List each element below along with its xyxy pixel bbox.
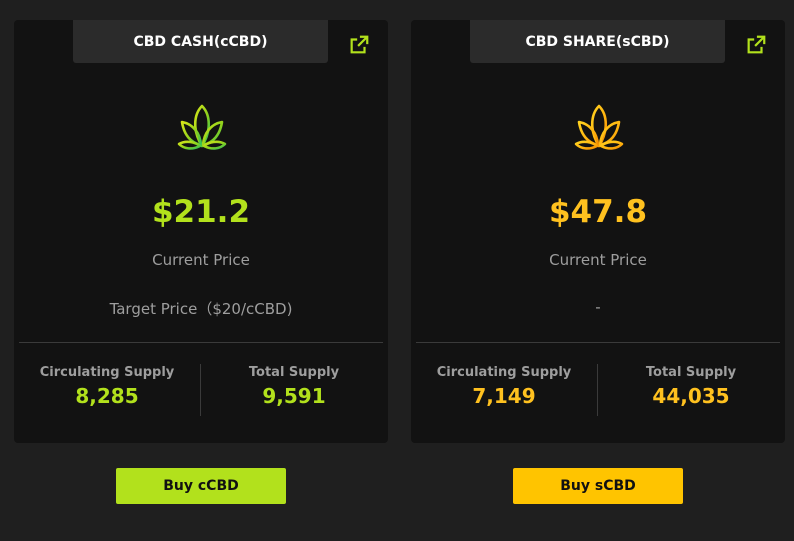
ccbd-circulating-label: Circulating Supply (39, 365, 175, 380)
scbd-circulating-value: 7,149 (472, 384, 536, 408)
scbd-total-value: 44,035 (652, 384, 730, 408)
cannabis-leaf-icon (574, 104, 624, 150)
scbd-total-label: Total Supply (645, 365, 737, 380)
scbd-stat-divider (597, 364, 598, 416)
ccbd-card-title: CBD CASH(cCBD) (73, 20, 328, 63)
scbd-circulating-label: Circulating Supply (436, 365, 572, 380)
scbd-target-price: - (595, 298, 601, 316)
ccbd-target-price: Target Price（$20/cCBD) (109, 300, 293, 318)
cannabis-leaf-icon (177, 104, 227, 150)
ccbd-total-value: 9,591 (262, 384, 326, 408)
ccbd-current-price: $21.2 (151, 194, 251, 230)
ccbd-divider (19, 342, 383, 343)
buy-ccbd-button[interactable]: Buy cCBD (116, 468, 286, 504)
scbd-current-price-label: Current Price (549, 251, 647, 269)
ccbd-circulating-value: 8,285 (75, 384, 139, 408)
ccbd-circulating-supply: Circulating Supply 8,285 (14, 365, 200, 408)
external-link-icon[interactable] (348, 34, 370, 56)
ccbd-card: CBD CASH(cCBD) $21.2 Current Price Targe… (14, 20, 388, 443)
external-link-icon[interactable] (745, 34, 767, 56)
scbd-total-supply: Total Supply 44,035 (598, 365, 784, 408)
buy-scbd-button[interactable]: Buy sCBD (513, 468, 683, 504)
scbd-current-price: $47.8 (548, 194, 648, 230)
scbd-card: CBD SHARE(sCBD) $47.8 Current Price - Ci… (411, 20, 785, 443)
ccbd-stat-divider (200, 364, 201, 416)
ccbd-total-label: Total Supply (248, 365, 340, 380)
scbd-card-title: CBD SHARE(sCBD) (470, 20, 725, 63)
ccbd-current-price-label: Current Price (152, 251, 250, 269)
scbd-divider (416, 342, 780, 343)
ccbd-total-supply: Total Supply 9,591 (201, 365, 387, 408)
scbd-circulating-supply: Circulating Supply 7,149 (411, 365, 597, 408)
